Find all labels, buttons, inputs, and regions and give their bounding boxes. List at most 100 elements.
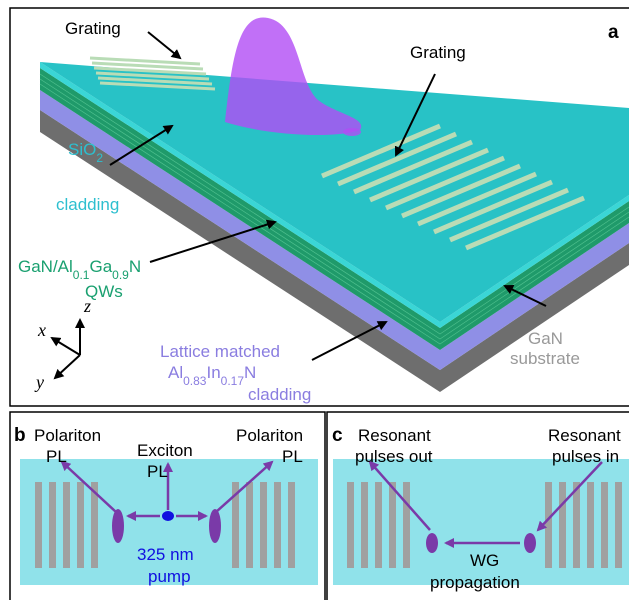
grating-bars-part [232,482,239,568]
arrows-part [368,460,431,531]
label-part: 2 [96,151,103,165]
polariton-spot [209,509,221,543]
panel-c: c Resonant pulses out Resonant pulses in… [326,411,629,600]
label: SiO2 [68,140,103,165]
grating-left-bars-part [89,56,201,66]
panel-frame [9,7,629,407]
grating-right-bars-part [321,123,441,179]
slab [39,17,629,392]
grating-left-bars [89,56,216,91]
label: Grating [410,43,466,62]
grating-bars-part [274,482,281,568]
arrows-part [215,460,274,513]
label-part: Al [168,363,183,382]
grating-bars-part [615,482,622,568]
grating-bars-part [601,482,608,568]
mode-profile [225,17,362,136]
grating-bars-part [587,482,594,568]
qw-lines-part [39,83,629,345]
grating-left-bars-part [97,76,213,86]
label: Exciton [137,441,193,460]
label: Resonant [548,426,621,445]
grating-bars-part [573,482,580,568]
label-part: N [129,257,141,276]
polariton-spot [112,509,124,543]
grating-right-bars-part [433,179,553,235]
grating-bars-part [403,482,410,568]
arrow [394,73,436,157]
axis-label: y [34,372,44,392]
label-part: 0.17 [221,374,245,388]
arrow [149,219,277,263]
pulse-spot [426,533,438,553]
grating-bars-part [361,482,368,568]
arrow [503,285,547,307]
panel-label: c [332,425,343,446]
grating-right-bars [321,123,585,251]
grating-left-bars-part [91,61,204,71]
grating-bars-part [375,482,382,568]
arrows [368,460,603,548]
grating-bars-part [49,482,56,568]
label: cladding [56,195,119,214]
label: PL [282,447,303,466]
label-part: Ga [89,257,112,276]
grating-right-bars-part [353,139,473,195]
label: Lattice matched [160,342,280,361]
arrows-part [536,461,603,532]
grating-right-bars-part [449,187,569,243]
grating-right-bars-part [385,155,505,211]
grating-bars [35,482,295,568]
axis-label: z [83,296,91,316]
axes-triad-part [53,354,81,380]
label-part: 0.83 [183,374,207,388]
arrow [109,124,174,166]
grating-bars-part [77,482,84,568]
label-part: N [244,363,256,382]
arrows-part [60,460,117,513]
sio2-top [40,62,629,322]
grating-bars-part [35,482,42,568]
grating-bars-part [559,482,566,568]
grating-bars-part [91,482,98,568]
panel-frame [9,411,326,600]
label: pulses out [355,447,433,466]
panel-label: b [14,425,26,446]
panel-label: a [608,22,619,43]
grating-bars-part [545,482,552,568]
grating-left-bars-part [95,71,210,81]
label-part: GaN/Al [18,257,73,276]
grating-bars-part [288,482,295,568]
label: Resonant [358,426,431,445]
label: PL [46,447,67,466]
grating-left-bars-part [93,66,207,76]
grating-bars-part [246,482,253,568]
panel-b: b Polariton PL Exciton PL Polariton PL 3… [9,411,326,600]
label: Grating [65,19,121,38]
qw-lines-part [39,78,629,340]
label: pump [148,567,191,586]
axes-triad-part [50,336,81,356]
label: propagation [430,573,520,592]
label-part: In [206,363,220,382]
pump-spot [162,511,174,521]
grating-right-bars-part [465,195,585,251]
grating-bars-part [389,482,396,568]
label: PL [147,462,168,481]
label: WG [470,551,499,570]
label: Polariton [34,426,101,445]
grating-bars-part [260,482,267,568]
label-part: 0.9 [112,268,129,282]
label: GaN [528,329,563,348]
grating-bars-part [347,482,354,568]
arrow [147,31,182,60]
mode-profile [343,128,361,136]
arrow [311,321,388,361]
label: QWs [85,282,123,301]
grating-right-bars-part [337,131,457,187]
label: substrate [510,349,580,368]
label: 325 nm [137,545,194,564]
qw-lines [39,73,629,345]
